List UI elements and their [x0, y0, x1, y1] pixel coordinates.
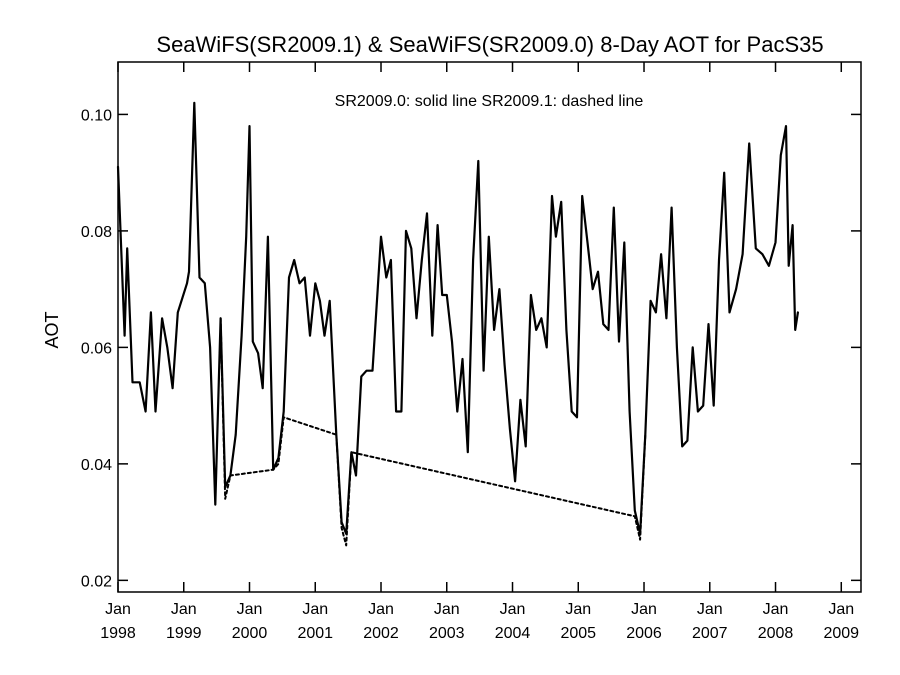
x-tick-month-label: Jan — [237, 601, 263, 618]
x-tick-year-label: 2009 — [823, 625, 859, 642]
x-tick-year-label: 2005 — [560, 625, 596, 642]
x-tick-month-label: Jan — [302, 601, 328, 618]
x-tick-month-label: Jan — [763, 601, 789, 618]
x-tick-year-label: 2000 — [232, 625, 268, 642]
x-tick-month-label: Jan — [500, 601, 526, 618]
y-tick-label: 0.10 — [81, 107, 112, 124]
x-axis: Jan 1998 Jan 1999 Jan 2000 Jan 2001 Jan 2002 Jan 20… — [100, 62, 859, 642]
x-tick-month-label: Jan — [828, 601, 854, 618]
x-tick-year-label: 1999 — [166, 625, 202, 642]
x-tick-month-label: Jan — [697, 601, 723, 618]
y-axis: 0.02 0.04 0.06 0.08 0.10 — [81, 107, 861, 590]
chart-annotation: SR2009.0: solid line SR2009.1: dashed li… — [335, 93, 644, 110]
x-tick-month-label: Jan — [171, 601, 197, 618]
x-tick-month-label: Jan — [368, 601, 394, 618]
x-tick-year-label: 2001 — [297, 625, 333, 642]
x-tick-month-label: Jan — [105, 601, 131, 618]
x-tick-year-label: 2007 — [692, 625, 728, 642]
x-tick-month-label: Jan — [565, 601, 591, 618]
x-tick-month-label: Jan — [434, 601, 460, 618]
y-tick-label: 0.02 — [81, 573, 112, 590]
y-tick-label: 0.06 — [81, 340, 112, 357]
y-axis-label: AOT — [42, 311, 62, 348]
y-tick-label: 0.04 — [81, 457, 112, 474]
series-line-sr2009-0 — [116, 101, 799, 535]
chart-title: SeaWiFS(SR2009.1) & SeaWiFS(SR2009.0) 8-… — [156, 32, 823, 57]
series-layer — [116, 101, 799, 547]
x-tick-year-label: 2003 — [429, 625, 465, 642]
x-tick-month-label: Jan — [631, 601, 657, 618]
x-tick-year-label: 2008 — [758, 625, 794, 642]
y-tick-label: 0.08 — [81, 224, 112, 241]
plot-frame — [117, 61, 862, 593]
x-tick-year-label: 1998 — [100, 625, 136, 642]
x-tick-year-label: 2006 — [626, 625, 662, 642]
x-tick-year-label: 2002 — [363, 625, 399, 642]
series-line-sr2009-1 — [219, 317, 647, 547]
x-tick-year-label: 2004 — [495, 625, 531, 642]
